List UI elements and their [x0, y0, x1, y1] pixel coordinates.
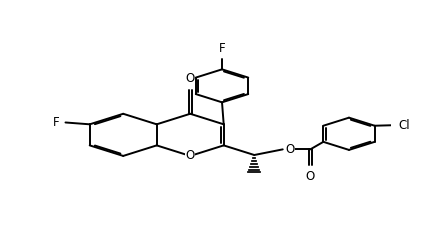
Text: O: O — [186, 149, 195, 162]
Text: Cl: Cl — [398, 119, 410, 132]
Text: F: F — [53, 116, 59, 129]
Text: O: O — [286, 143, 295, 156]
Text: F: F — [219, 42, 225, 55]
Text: O: O — [186, 72, 195, 85]
Text: O: O — [306, 169, 315, 183]
